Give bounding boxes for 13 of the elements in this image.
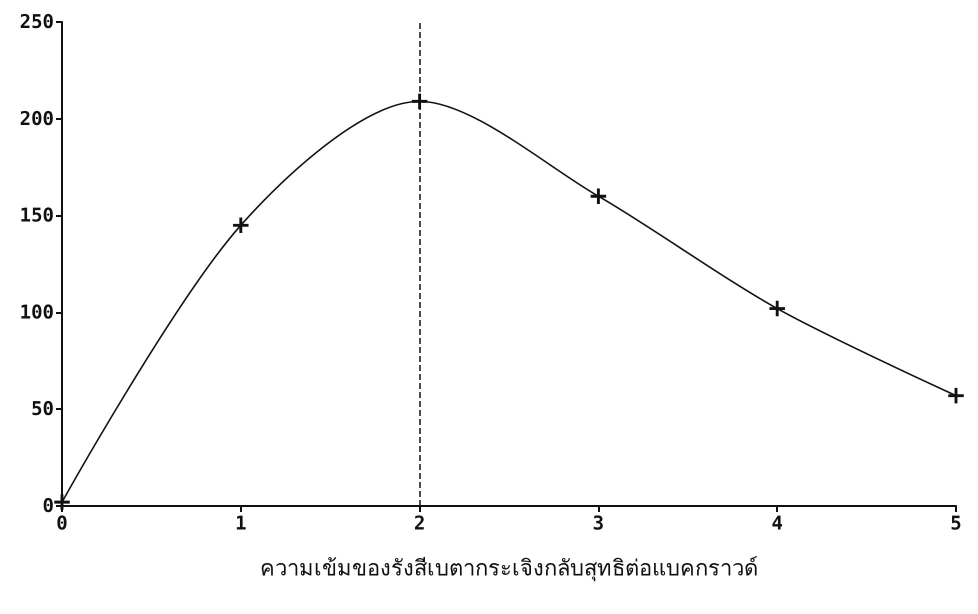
- x-axis-title: ความเข้มของรังสีเบตากระเจิงกลับสุทธิต่อแบคกราวด์: [260, 556, 758, 582]
- y-tick-label: 100: [20, 301, 54, 324]
- x-tick-label: 5: [950, 512, 962, 534]
- x-tick-label: 1: [235, 512, 247, 534]
- y-tick-label: 50: [31, 398, 54, 420]
- y-tick-label: 250: [20, 11, 54, 33]
- y-tick-label: 0: [42, 495, 54, 517]
- x-tick-label: 4: [771, 512, 783, 534]
- y-tick-label: 150: [20, 204, 54, 227]
- x-tick-label: 0: [56, 512, 68, 534]
- y-tick-label: 200: [20, 108, 54, 130]
- x-tick-label: 2: [414, 512, 426, 534]
- x-tick-label: 3: [592, 512, 604, 534]
